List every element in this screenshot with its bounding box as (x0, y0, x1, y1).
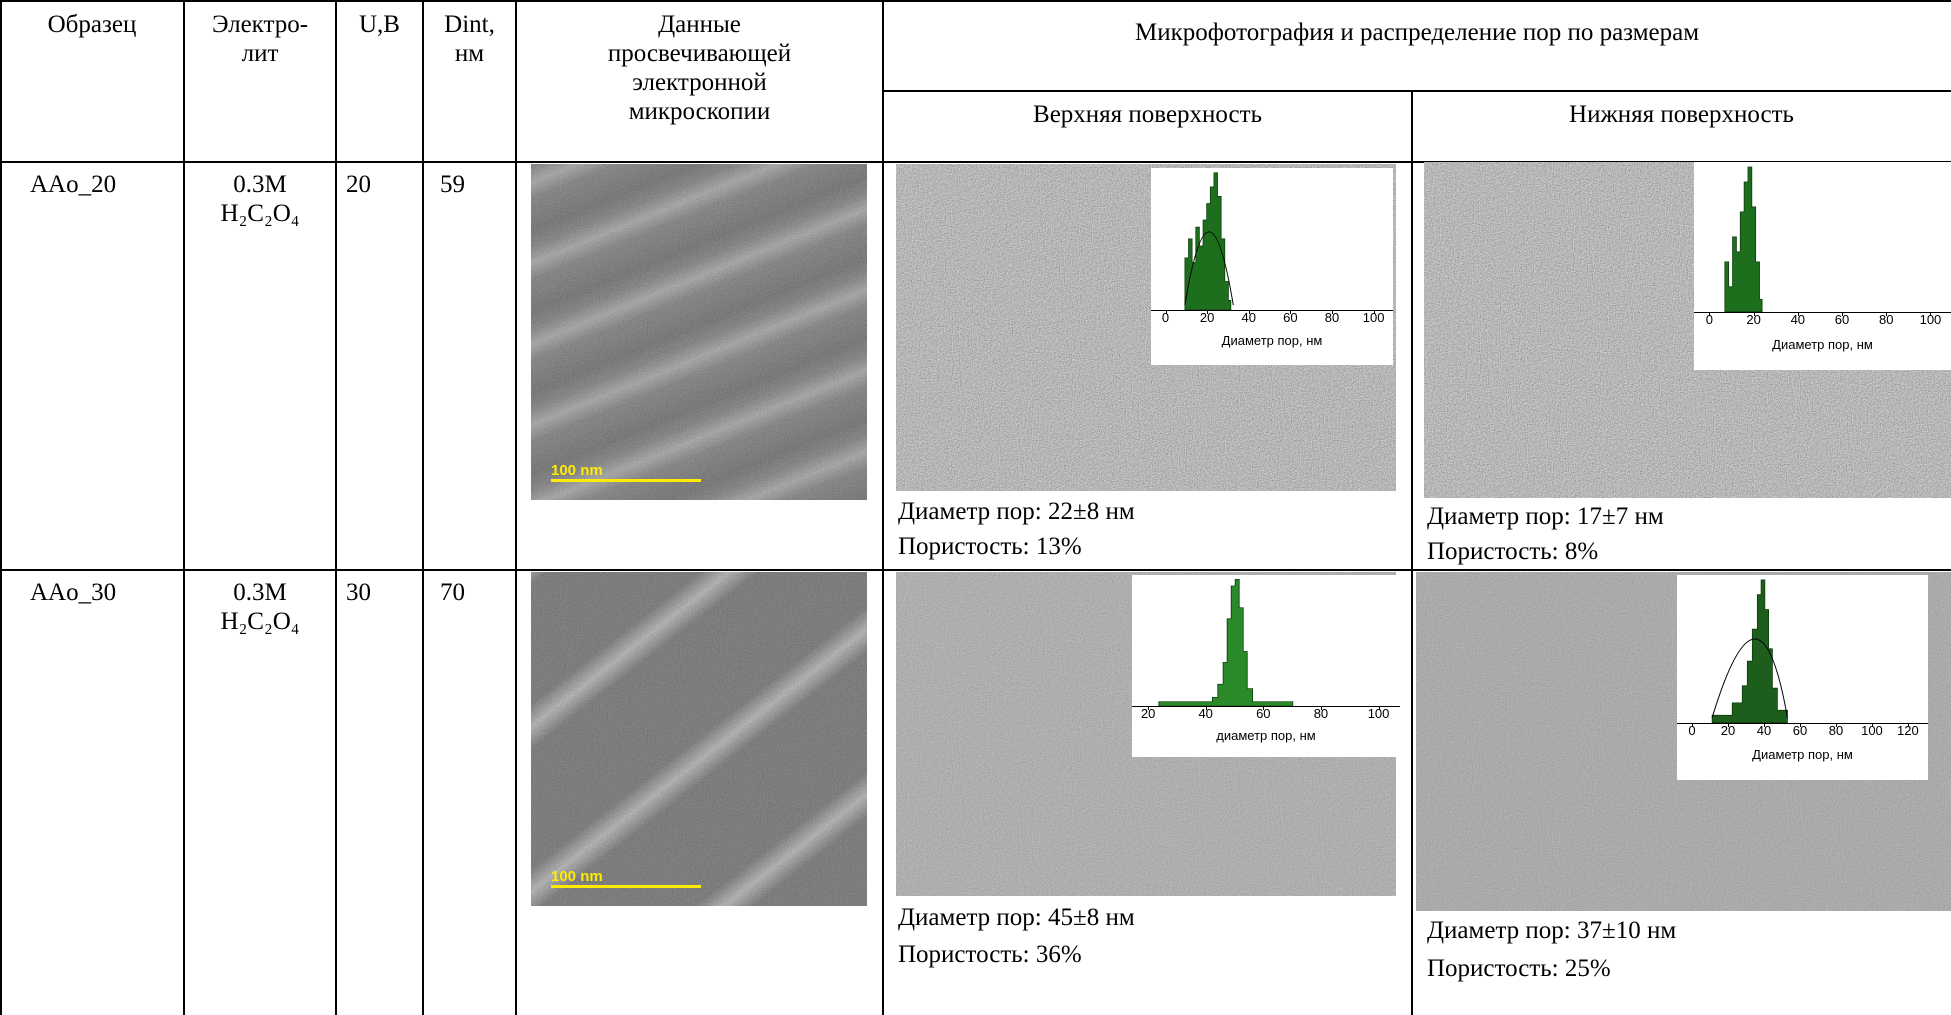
porosity: Пористость: 8% (1427, 537, 1598, 566)
header: Микрофотография и распределение пор по р… (883, 18, 1951, 47)
tem-image: 100 nm (531, 572, 867, 906)
tick-label: 20 (1200, 310, 1214, 325)
subheader: Нижняя поверхность (1412, 100, 1951, 129)
tem-image: 100 nm (531, 164, 867, 500)
tick-label: 100 (1363, 310, 1385, 325)
tick-label: 0 (1688, 723, 1695, 738)
header: Dint, нм (423, 10, 516, 68)
electrolyte: 0.3M H₂C₂O₄ (184, 578, 336, 636)
x-axis-label: Диаметр пор, нм (1677, 747, 1928, 762)
scale-label: 100 nm (551, 868, 701, 888)
pore-diameter: Диаметр пор: 37±10 нм (1427, 916, 1676, 945)
histogram-inset: 0 20 40 60 80 100 120 Диаметр пор, нм (1677, 575, 1928, 780)
tick-label: 80 (1879, 312, 1893, 327)
tick-label: 60 (1793, 723, 1807, 738)
page: Образец Электро- лит U,В Dint, нм Данные… (0, 0, 1951, 1015)
porosity: Пористость: 13% (898, 532, 1082, 561)
header: Образец (0, 10, 184, 39)
tick-label: 100 (1368, 706, 1390, 721)
tick-label: 40 (1242, 310, 1256, 325)
pore-diameter: Диаметр пор: 17±7 нм (1427, 502, 1664, 531)
sample: AAo_20 (30, 170, 116, 199)
tick-label: 20 (1141, 706, 1155, 721)
voltage: 30 (346, 578, 371, 607)
sample: AAo_30 (30, 578, 116, 607)
voltage: 20 (346, 170, 371, 199)
header: U,В (336, 10, 423, 39)
tick-label: 20 (1721, 723, 1735, 738)
dint: 59 (440, 170, 465, 199)
tick-label: 60 (1256, 706, 1270, 721)
tick-label: 100 (1920, 312, 1942, 327)
tick-label: 0 (1162, 310, 1169, 325)
tick-label: 120 (1897, 723, 1919, 738)
dint: 70 (440, 578, 465, 607)
scale-label: 100 nm (551, 462, 701, 482)
histogram-inset: 20 40 60 80 100 диаметр пор, нм (1132, 575, 1400, 757)
header: Данные просвечивающей электронной микрос… (516, 10, 883, 126)
tick-label: 20 (1746, 312, 1760, 327)
tick-label: 80 (1325, 310, 1339, 325)
histogram-inset: 0 20 40 60 80 100 Диаметр пор, нм (1694, 162, 1951, 370)
porosity: Пористость: 36% (898, 940, 1082, 969)
tick-label: 80 (1829, 723, 1843, 738)
x-axis-label: диаметр пор, нм (1132, 728, 1400, 743)
pore-diameter: Диаметр пор: 45±8 нм (898, 903, 1135, 932)
tick-label: 40 (1757, 723, 1771, 738)
pore-diameter: Диаметр пор: 22±8 нм (898, 497, 1135, 526)
header: Электро- лит (184, 10, 336, 68)
tick-label: 80 (1314, 706, 1328, 721)
tick-label: 40 (1791, 312, 1805, 327)
tick-label: 100 (1861, 723, 1883, 738)
subheader: Верхняя поверхность (883, 100, 1412, 129)
tick-label: 60 (1283, 310, 1297, 325)
tick-label: 0 (1706, 312, 1713, 327)
x-axis (1151, 310, 1393, 311)
histogram-inset: 0 20 40 60 80 100 Диаметр пор, нм (1151, 168, 1393, 365)
electrolyte: 0.3M H₂C₂O₄ (184, 170, 336, 228)
tick-label: 40 (1198, 706, 1212, 721)
tick-label: 60 (1835, 312, 1849, 327)
x-axis-label: Диаметр пор, нм (1151, 333, 1393, 348)
porosity: Пористость: 25% (1427, 954, 1611, 983)
x-axis-label: Диаметр пор, нм (1694, 337, 1951, 352)
x-axis (1694, 312, 1951, 313)
